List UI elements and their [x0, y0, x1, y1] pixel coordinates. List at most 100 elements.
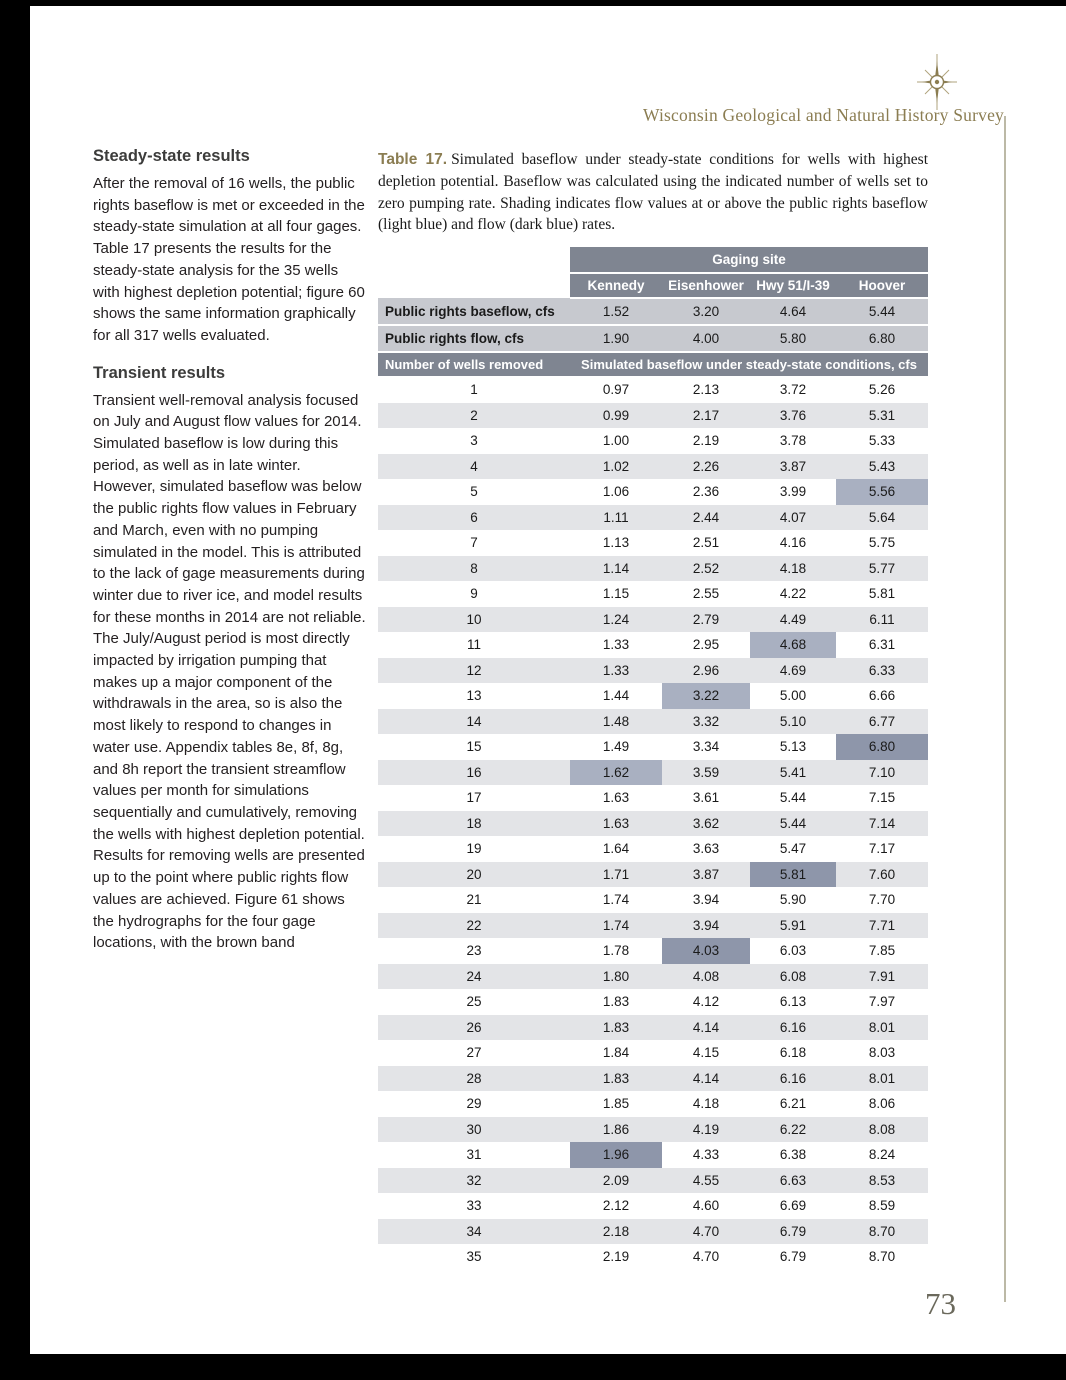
- value-cell: 1.84: [602, 1045, 630, 1061]
- value-cell: 1.63: [602, 790, 630, 806]
- table-row: 32 2.09 4.55 6.63 8.53: [378, 1167, 929, 1194]
- value-cell: 3.72: [779, 382, 807, 398]
- wells-removed-cell: 35: [466, 1249, 482, 1265]
- scan-edge-left: [0, 0, 30, 1380]
- public-rights-baseflow-row: Public rights baseflow, cfs 1.52 3.20 4.…: [378, 298, 929, 327]
- wells-removed-cell: 27: [466, 1045, 482, 1061]
- table-row: 3 1.00 2.19 3.78 5.33: [378, 428, 928, 454]
- wells-removed-cell: 16: [466, 764, 482, 780]
- wells-removed-cell: 29: [466, 1096, 482, 1112]
- wells-removed-cell: 30: [466, 1121, 482, 1137]
- value-cell: 5.31: [868, 407, 896, 423]
- wells-removed-cell: 31: [466, 1147, 482, 1163]
- wells-removed-cell: 4: [470, 458, 478, 474]
- value-cell: 3.87: [779, 458, 807, 474]
- value-cell: 1.14: [602, 560, 630, 576]
- value-cell: 7.17: [868, 841, 896, 857]
- value-cell: 0.97: [602, 382, 630, 398]
- wells-removed-cell: 12: [466, 662, 482, 678]
- table-row: 12 1.33 2.96 4.69 6.33: [378, 657, 929, 684]
- value-cell: 5.13: [779, 739, 807, 755]
- wells-removed-cell: 13: [466, 688, 482, 704]
- value-cell: 1.33: [602, 637, 630, 653]
- value-cell: 1.13: [602, 535, 630, 551]
- wells-removed-cell: 24: [466, 968, 482, 984]
- wells-removed-cell: 6: [470, 509, 478, 525]
- value-cell: 4.70: [692, 1223, 720, 1239]
- value-cell: 1.63: [602, 815, 630, 831]
- table-row: 11 1.33 2.95 4.68 6.31: [378, 632, 928, 658]
- value-cell: 8.70: [868, 1249, 896, 1265]
- value-cell: 1.74: [602, 892, 630, 908]
- value-cell: 2.19: [602, 1249, 630, 1265]
- column-header-eisenhower: Eisenhower: [662, 272, 750, 300]
- value-cell: 4.70: [692, 1249, 720, 1265]
- table-row: 34 2.18 4.70 6.79 8.70: [378, 1218, 929, 1245]
- value-cell: 6.66: [868, 688, 896, 704]
- value-cell: 2.44: [692, 509, 720, 525]
- value-cell: 4.14: [692, 1019, 720, 1035]
- value-cell: 8.24: [868, 1147, 896, 1163]
- right-margin-rule: [1004, 116, 1006, 1302]
- value-cell: 6.69: [779, 1198, 807, 1214]
- wells-removed-cell: 26: [466, 1019, 482, 1035]
- value-cell: 4.22: [779, 586, 807, 602]
- wells-removed-cell: 34: [466, 1223, 482, 1239]
- value-cell: 5.44: [836, 298, 929, 327]
- wells-removed-cell: 19: [466, 841, 482, 857]
- value-cell: 3.61: [692, 790, 720, 806]
- value-cell: 8.03: [868, 1045, 896, 1061]
- value-cell: 3.99: [779, 484, 807, 500]
- page-number: 73: [925, 1286, 956, 1321]
- value-cell: 5.75: [868, 535, 896, 551]
- wells-removed-cell: 10: [466, 611, 482, 627]
- value-cell: 1.33: [602, 662, 630, 678]
- value-cell: 4.15: [692, 1045, 720, 1061]
- value-cell: 8.08: [868, 1121, 896, 1137]
- value-cell: 4.55: [692, 1172, 720, 1188]
- column-header-hoover: Hoover: [836, 272, 929, 300]
- value-cell: 2.09: [602, 1172, 630, 1188]
- table-row: 6 1.11 2.44 4.07 5.64: [378, 504, 929, 531]
- value-cell: 6.16: [779, 1019, 807, 1035]
- table-row: 13 1.44 3.22 5.00 6.66: [378, 683, 928, 709]
- value-cell: 4.12: [692, 994, 720, 1010]
- value-cell: 1.96: [570, 1142, 662, 1168]
- row-label: Public rights baseflow, cfs: [378, 298, 570, 327]
- value-cell: 5.91: [779, 917, 807, 933]
- table-row: 15 1.49 3.34 5.13 6.80: [378, 734, 929, 760]
- value-cell: 2.26: [692, 458, 720, 474]
- value-cell: 5.44: [779, 815, 807, 831]
- value-cell: 1.78: [602, 943, 630, 959]
- value-cell: 1.64: [602, 841, 630, 857]
- value-cell: 6.21: [779, 1096, 807, 1112]
- value-cell: 2.52: [692, 560, 720, 576]
- value-cell: 1.00: [602, 433, 630, 449]
- section-heading: Transient results: [93, 363, 226, 382]
- value-cell: 3.87: [692, 866, 720, 882]
- wells-removed-cell: 15: [466, 739, 482, 755]
- value-cell: 5.90: [779, 892, 807, 908]
- table-row: 21 1.74 3.94 5.90 7.70: [378, 887, 928, 913]
- wells-removed-cell: 22: [466, 917, 482, 933]
- value-cell: 5.64: [868, 509, 896, 525]
- value-cell: 7.15: [868, 790, 896, 806]
- value-cell: 1.52: [570, 298, 662, 327]
- value-cell: 5.81: [750, 861, 836, 888]
- value-cell: 8.70: [868, 1223, 896, 1239]
- value-cell: 1.62: [570, 759, 662, 786]
- value-cell: 2.19: [692, 433, 720, 449]
- wells-removed-cell: 11: [466, 637, 481, 653]
- value-cell: 6.13: [779, 994, 807, 1010]
- value-cell: 2.51: [692, 535, 720, 551]
- value-cell: 7.85: [868, 943, 896, 959]
- value-cell: 8.06: [868, 1096, 896, 1112]
- value-cell: 7.14: [868, 815, 896, 831]
- value-cell: 4.68: [750, 632, 836, 658]
- section-body: After the removal of 16 wells, the publi…: [93, 175, 365, 344]
- value-cell: 1.71: [602, 866, 630, 882]
- table-caption-label: Table 17.: [378, 151, 448, 168]
- value-cell: 0.99: [602, 407, 630, 423]
- table-row: 25 1.83 4.12 6.13 7.97: [378, 989, 928, 1015]
- value-cell: 6.22: [779, 1121, 807, 1137]
